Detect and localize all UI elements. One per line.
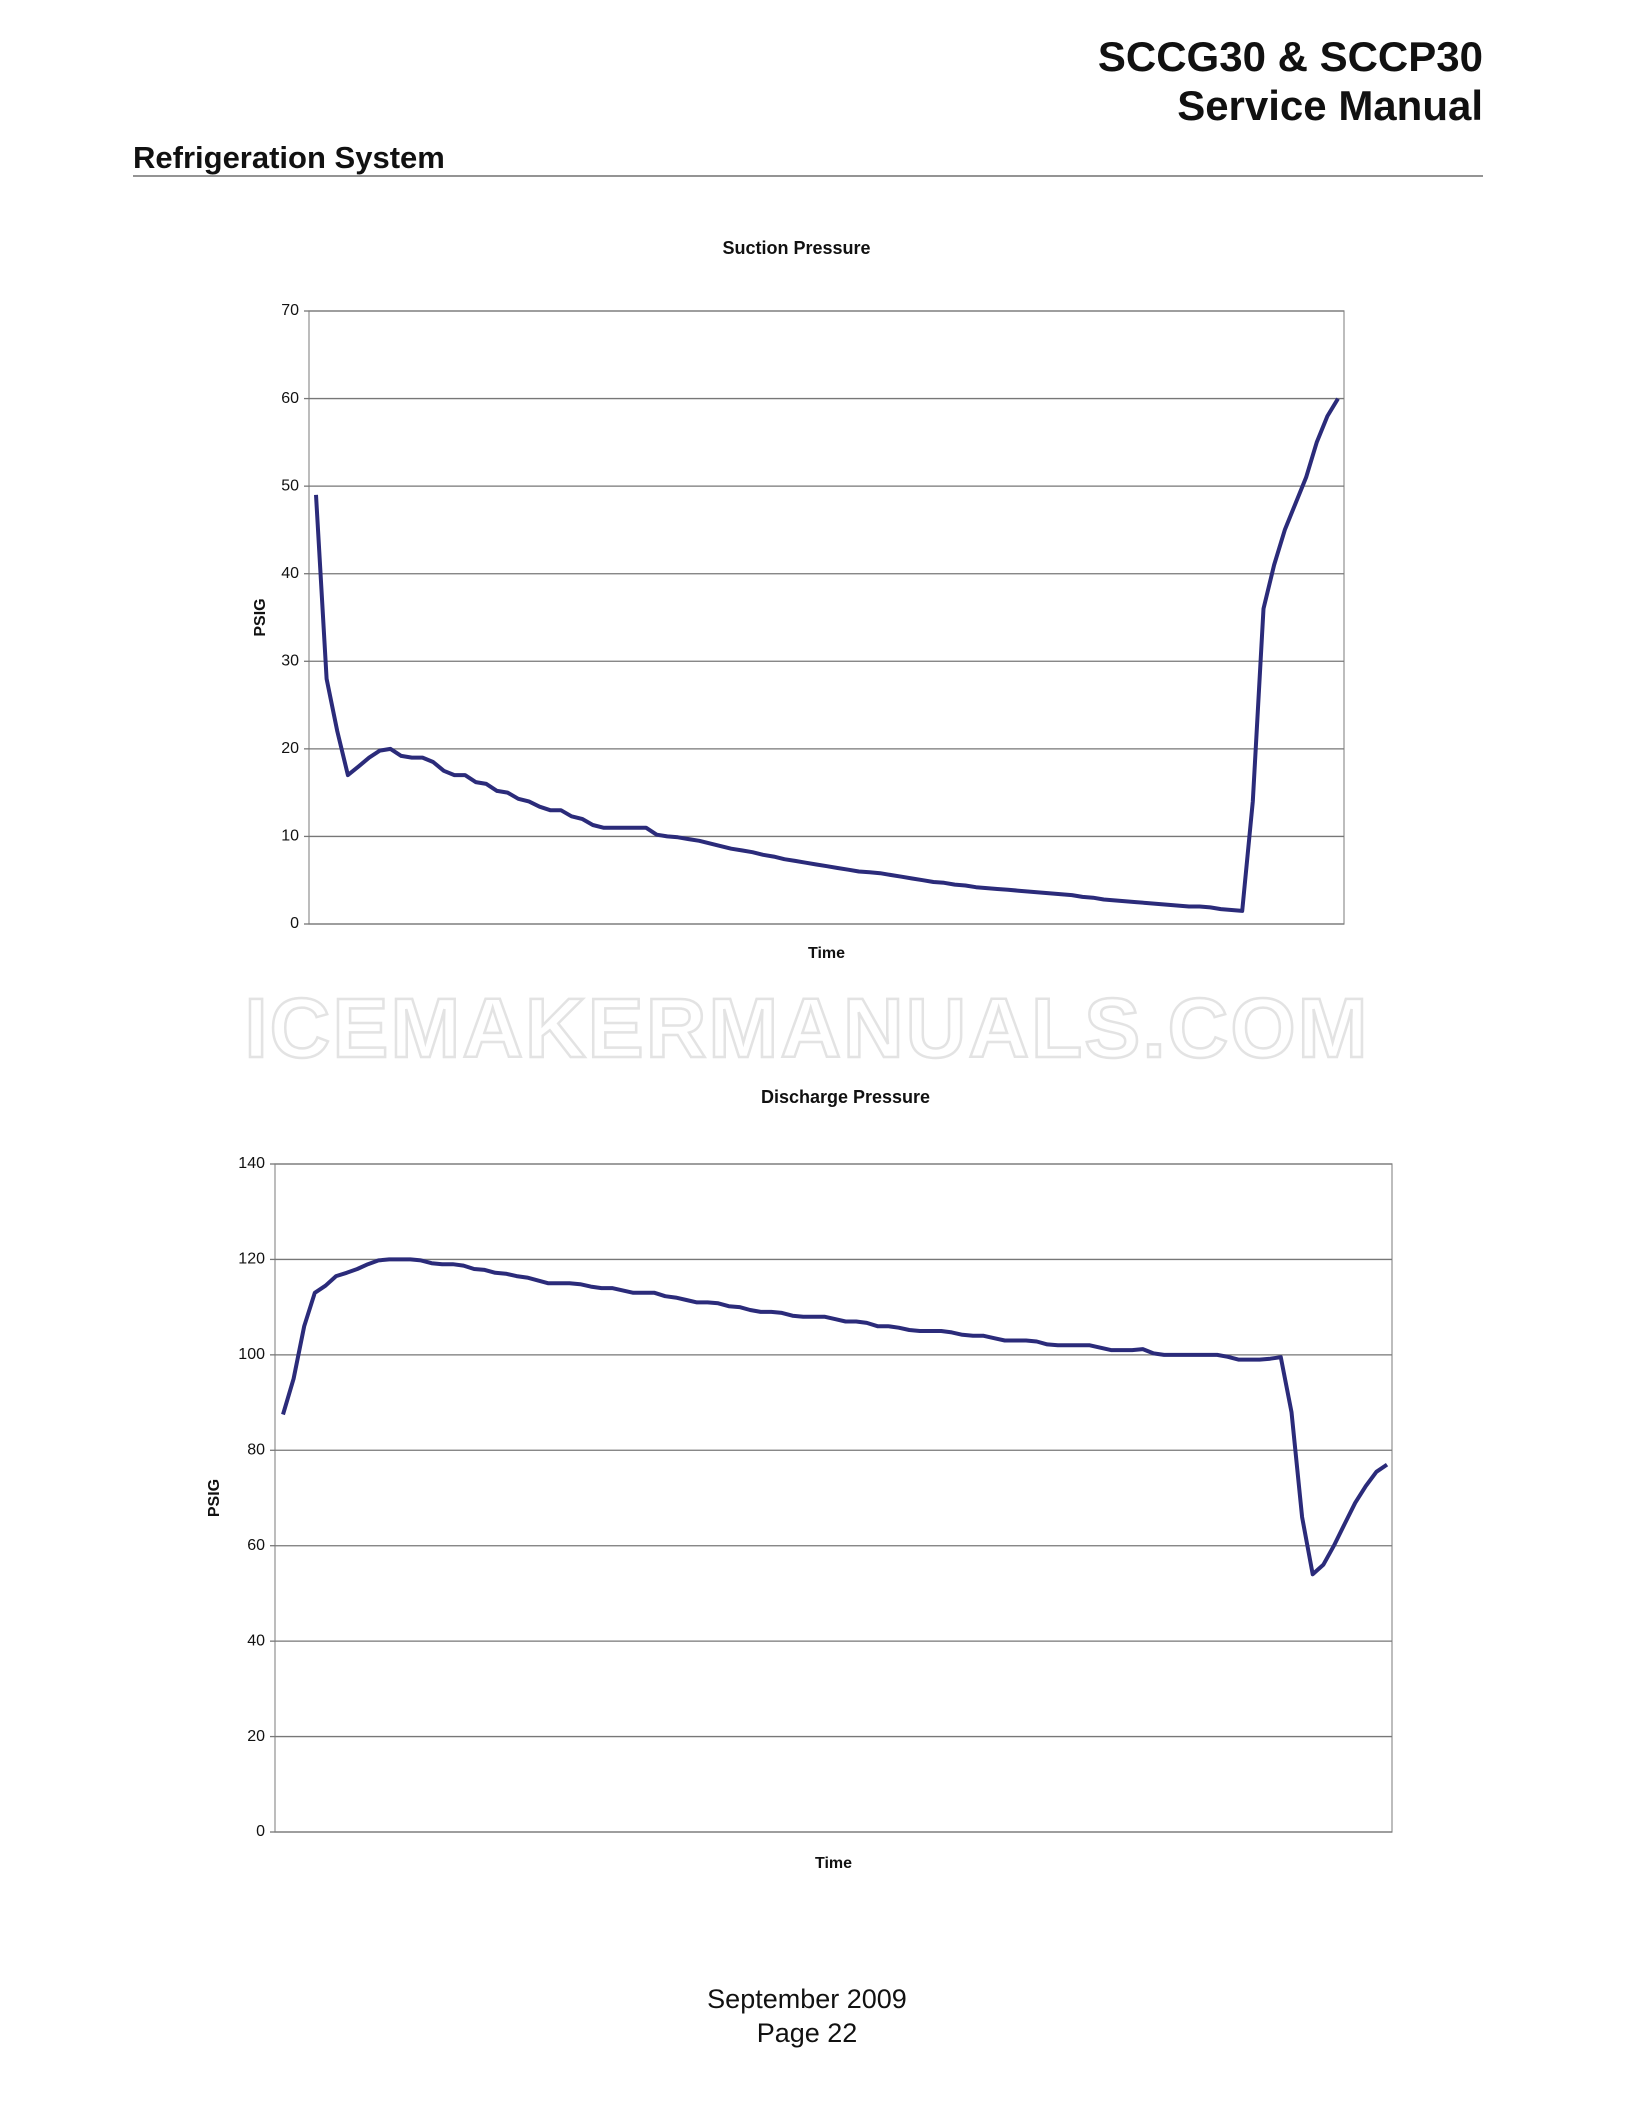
y-tick-label: 80	[247, 1442, 265, 1459]
chart-title: Suction Pressure	[722, 238, 870, 258]
data-line	[314, 397, 1340, 913]
footer-page: Page 22	[757, 2018, 858, 2048]
y-tick-label: 70	[281, 302, 299, 319]
chart-title: Discharge Pressure	[761, 1087, 930, 1107]
y-tick-label: 40	[281, 565, 299, 582]
footer-date: September 2009	[707, 1984, 907, 2014]
y-tick-label: 40	[247, 1632, 265, 1649]
x-axis-label: Time	[815, 1855, 852, 1872]
y-tick-label: 100	[238, 1346, 265, 1363]
y-tick-label: 60	[281, 390, 299, 407]
doc-subtitle: Service Manual	[1177, 82, 1483, 129]
y-tick-label: 0	[290, 915, 299, 932]
plot-frame	[308, 310, 1345, 925]
y-tick-label: 20	[281, 740, 299, 757]
y-tick-label: 140	[238, 1155, 265, 1172]
y-tick-label: 50	[281, 477, 299, 494]
y-tick-label: 30	[281, 653, 299, 670]
section-title: Refrigeration System	[133, 140, 445, 175]
y-tick-label: 120	[238, 1251, 265, 1268]
y-tick-label: 20	[247, 1728, 265, 1745]
y-tick-label: 60	[247, 1537, 265, 1554]
x-axis-label: Time	[808, 945, 845, 962]
watermark: ICEMAKERMANUALS.COM	[244, 981, 1369, 1075]
y-tick-label: 10	[281, 828, 299, 845]
y-axis-label: PSIG	[252, 598, 269, 636]
data-line	[281, 1257, 1389, 1577]
y-axis-label: PSIG	[206, 1479, 223, 1517]
doc-title: SCCG30 & SCCP30	[1098, 33, 1483, 80]
y-tick-label: 0	[256, 1823, 265, 1840]
